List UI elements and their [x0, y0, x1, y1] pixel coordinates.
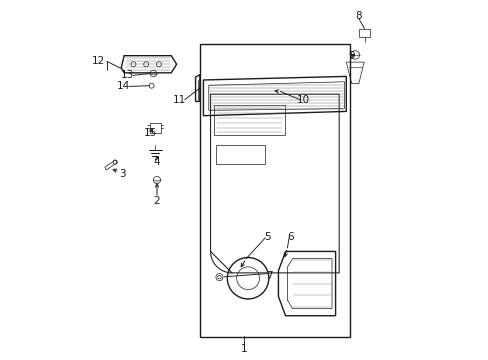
Text: 14: 14 [117, 81, 130, 91]
Bar [358, 29, 369, 37]
Text: 8: 8 [355, 11, 362, 21]
Text: 3: 3 [119, 169, 125, 179]
Text: 7: 7 [265, 271, 272, 282]
Bar [149, 123, 160, 133]
Text: 1: 1 [241, 343, 247, 354]
Text: 10: 10 [296, 95, 309, 105]
Text: 11: 11 [172, 95, 186, 105]
Text: 13: 13 [121, 70, 134, 80]
Text: 9: 9 [347, 51, 354, 61]
Text: 15: 15 [144, 128, 157, 138]
Text: 5: 5 [263, 232, 270, 242]
Bar [216, 145, 264, 164]
Text: 12: 12 [92, 57, 105, 66]
Text: 2: 2 [153, 197, 160, 206]
Text: 4: 4 [153, 157, 160, 167]
Bar [200, 44, 349, 337]
Text: 6: 6 [287, 232, 294, 242]
